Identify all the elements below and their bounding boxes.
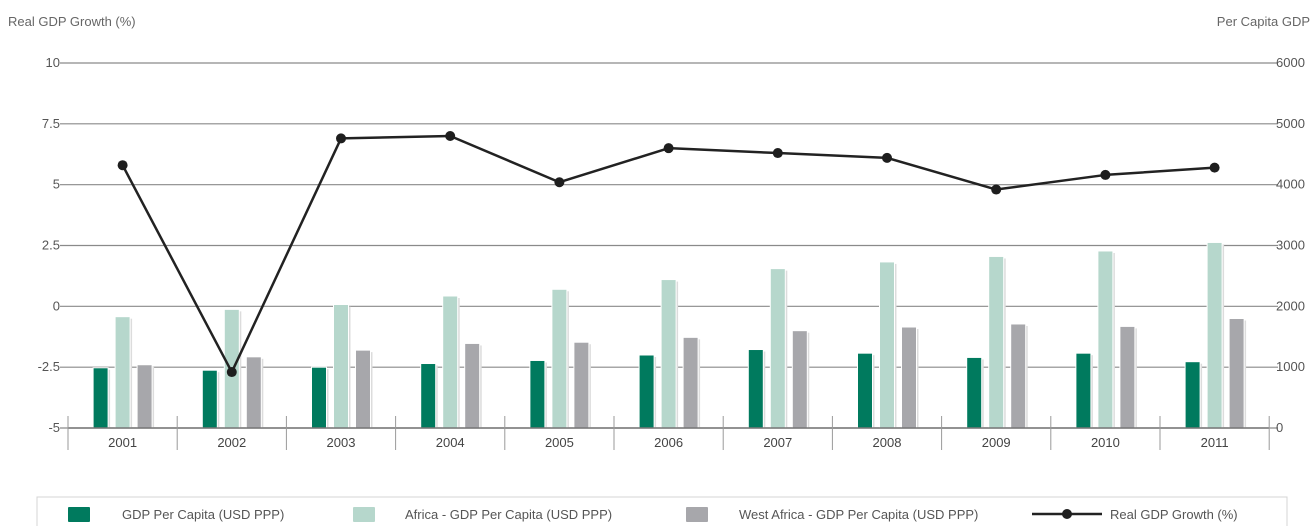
growth-point	[117, 160, 128, 171]
legend-frame	[36, 496, 1288, 526]
bar	[201, 369, 218, 429]
right-tick-label: 0	[1276, 420, 1283, 435]
left-axis-title: Real GDP Growth (%)	[8, 14, 136, 29]
bar	[464, 342, 481, 429]
x-tick-label: 2003	[327, 435, 356, 450]
x-tick-label: 2005	[545, 435, 574, 450]
right-tick-label: 1000	[1276, 359, 1305, 374]
growth-point	[336, 133, 346, 144]
bar	[529, 359, 546, 429]
bar	[1010, 323, 1027, 429]
bar	[879, 261, 895, 429]
growth-line-series	[117, 131, 1220, 378]
left-axis-ticks: 10 7.5 5 2.5 0 -2.5 -5	[38, 55, 60, 435]
legend-label: Africa - GDP Per Capita (USD PPP)	[405, 507, 612, 522]
legend: GDP Per Capita (USD PPP) Africa - GDP Per…	[36, 496, 1288, 526]
bar	[638, 354, 655, 429]
x-tick-label: 2010	[1091, 435, 1120, 450]
bar	[245, 356, 262, 429]
legend-label: West Africa - GDP Per Capita (USD PPP)	[739, 507, 978, 522]
bar	[682, 336, 699, 429]
right-axis-title: Per Capita GDP	[1217, 14, 1310, 29]
legend-swatch	[353, 507, 375, 522]
growth-point	[882, 152, 892, 163]
right-tick-label: 3000	[1276, 238, 1305, 253]
bar	[1097, 250, 1114, 429]
left-tick-label: -2.5	[38, 359, 60, 374]
x-tick-label: 2002	[217, 435, 246, 450]
bars	[92, 241, 1247, 429]
legend-line-marker	[1062, 509, 1072, 519]
bar	[966, 356, 983, 429]
bar	[355, 349, 371, 429]
left-tick-label: 2.5	[42, 238, 60, 253]
bar	[857, 352, 873, 429]
growth-point	[663, 143, 674, 154]
bar	[901, 326, 917, 429]
x-axis: 2001 2002 2003 2004 2005 2006 2007 2008 2009 2010…	[67, 416, 1270, 450]
bar	[114, 316, 131, 429]
bar	[660, 279, 677, 429]
left-tick-label: 7.5	[42, 116, 60, 131]
right-tick-label: 5000	[1276, 116, 1305, 131]
x-tick-label: 2001	[108, 435, 137, 450]
left-tick-label: -5	[48, 420, 60, 435]
growth-point	[554, 177, 565, 188]
growth-point	[772, 148, 783, 159]
left-tick-label: 10	[46, 55, 60, 70]
bar	[136, 364, 153, 429]
bar	[333, 304, 349, 429]
left-tick-label: 0	[53, 298, 60, 313]
growth-point	[1209, 162, 1220, 173]
bar	[988, 255, 1005, 429]
right-tick-label: 6000	[1276, 55, 1305, 70]
bar	[747, 349, 764, 429]
x-tick-label: 2008	[873, 435, 902, 450]
bar	[92, 367, 109, 429]
bar	[311, 366, 327, 429]
left-tick-label: 5	[53, 177, 60, 192]
legend-swatch	[686, 507, 708, 522]
x-tick-label: 2007	[763, 435, 792, 450]
right-axis-ticks: 6000 5000 4000 3000 2000 1000 0	[1276, 55, 1305, 435]
bar	[442, 295, 459, 429]
x-tick-label: 2009	[982, 435, 1011, 450]
x-tick-label: 2006	[654, 435, 683, 450]
legend-label: GDP Per Capita (USD PPP)	[122, 507, 284, 522]
growth-point	[1100, 169, 1111, 180]
bar	[420, 363, 437, 429]
bar	[551, 288, 568, 429]
right-tick-label: 4000	[1276, 177, 1305, 192]
legend-label: Real GDP Growth (%)	[1110, 507, 1238, 522]
bar	[573, 341, 590, 429]
right-tick-label: 2000	[1276, 298, 1305, 313]
bar	[1228, 318, 1245, 429]
growth-point	[226, 367, 237, 378]
bar	[769, 268, 786, 429]
bar	[1119, 325, 1136, 429]
x-tick-label: 2011	[1201, 435, 1229, 450]
x-tick-label: 2004	[436, 435, 465, 450]
bar	[1206, 241, 1223, 429]
growth-point	[991, 184, 1002, 195]
growth-point	[445, 131, 456, 141]
bar	[791, 330, 808, 429]
bar	[1184, 361, 1201, 429]
bar	[1075, 352, 1092, 429]
legend-swatch	[68, 507, 90, 522]
